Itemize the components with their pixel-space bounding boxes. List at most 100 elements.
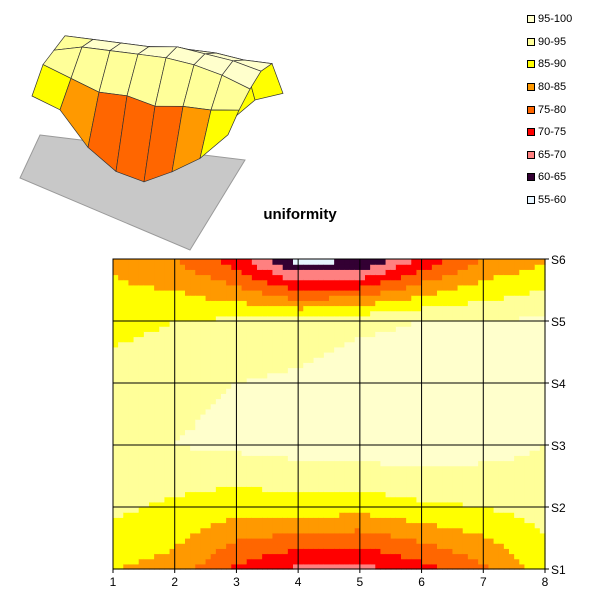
contour-cell <box>241 264 248 270</box>
contour-cell <box>313 414 320 420</box>
contour-cell <box>483 501 490 508</box>
contour-cell <box>195 496 202 503</box>
contour-cell <box>123 331 130 338</box>
contour-cell <box>149 331 155 338</box>
contour-cell <box>164 543 171 549</box>
contour-cell <box>334 326 340 332</box>
contour-cell <box>118 310 124 317</box>
contour-cell <box>401 496 407 503</box>
contour-cell <box>323 274 330 281</box>
contour-cell <box>221 486 227 493</box>
contour-cell <box>190 439 196 446</box>
contour-cell <box>133 331 140 338</box>
contour-cell <box>267 476 274 482</box>
contour-cell <box>457 259 464 265</box>
contour-cell <box>349 269 356 276</box>
contour-cell <box>385 532 392 539</box>
contour-cell <box>149 439 155 446</box>
contour-cell <box>421 269 428 276</box>
contour-cell <box>421 424 428 431</box>
contour-cell <box>267 403 274 410</box>
contour-cell <box>339 563 346 570</box>
contour-cell <box>210 501 217 508</box>
contour-cell <box>287 367 294 374</box>
contour-cell <box>380 424 387 431</box>
contour-cell <box>236 543 243 549</box>
contour-cell <box>257 434 263 441</box>
contour-cell <box>318 543 325 549</box>
contour-cell <box>411 346 418 353</box>
contour-cell <box>226 517 232 524</box>
contour-cell <box>390 476 397 482</box>
contour-cell <box>138 455 145 462</box>
contour-cell <box>390 341 397 348</box>
contour-cell <box>447 300 454 307</box>
contour-cell <box>478 393 484 400</box>
contour-cell <box>257 517 263 524</box>
contour-cell <box>113 352 119 358</box>
contour-cell <box>421 496 428 503</box>
contour-cell <box>293 532 299 539</box>
contour-cell <box>164 434 171 441</box>
contour-cell <box>488 460 495 467</box>
contour-cell <box>529 362 536 369</box>
contour-cell <box>503 563 510 570</box>
contour-cell <box>231 470 238 477</box>
contour-cell <box>241 476 248 482</box>
contour-cell <box>339 543 346 549</box>
contour-cell <box>375 548 382 555</box>
contour-cell <box>416 398 423 405</box>
contour-cell <box>303 532 310 539</box>
contour-cell <box>339 367 346 374</box>
contour-cell <box>159 357 166 363</box>
contour-cell <box>488 434 495 441</box>
contour-cell <box>215 501 222 508</box>
contour-cell <box>503 341 510 348</box>
contour-cell <box>164 553 171 560</box>
contour-cell <box>241 398 248 405</box>
contour-cell <box>287 274 294 281</box>
contour-cell <box>277 403 284 410</box>
contour-cell <box>241 414 248 420</box>
contour-cell <box>318 403 325 410</box>
contour-cell <box>287 383 294 389</box>
contour-cell <box>339 408 346 415</box>
contour-cell <box>313 352 320 358</box>
contour-cell <box>509 486 515 493</box>
contour-cell <box>339 548 346 555</box>
contour-cell <box>154 476 160 482</box>
contour-cell <box>370 450 376 456</box>
contour-cell <box>431 279 438 286</box>
contour-cell <box>524 321 531 327</box>
contour-cell <box>246 558 253 565</box>
contour-cell <box>416 439 423 446</box>
contour-cell <box>457 512 464 518</box>
contour-cell <box>462 507 469 513</box>
contour-cell <box>334 465 340 472</box>
contour-cell <box>123 532 130 539</box>
contour-cell <box>483 264 490 270</box>
contour-cell <box>169 284 176 291</box>
contour-cell <box>498 284 505 291</box>
contour-cell <box>308 548 315 555</box>
contour-cell <box>519 553 526 560</box>
contour-cell <box>370 408 376 415</box>
contour-cell <box>344 264 351 270</box>
contour-cell <box>385 486 392 493</box>
contour-cell <box>313 383 320 389</box>
contour-cell <box>370 310 376 317</box>
contour-cell <box>123 517 130 524</box>
contour-cell <box>344 543 351 549</box>
contour-cell <box>154 284 160 291</box>
contour-cell <box>185 377 191 384</box>
contour-cell <box>221 553 227 560</box>
contour-cell <box>138 527 145 534</box>
contour-cell <box>118 315 124 322</box>
contour-cell <box>406 512 412 518</box>
contour-cell <box>210 429 217 436</box>
contour-cell <box>354 310 361 317</box>
contour-cell <box>154 336 160 343</box>
contour-cell <box>262 445 268 451</box>
contour-cell <box>123 372 130 379</box>
contour-cell <box>426 439 433 446</box>
